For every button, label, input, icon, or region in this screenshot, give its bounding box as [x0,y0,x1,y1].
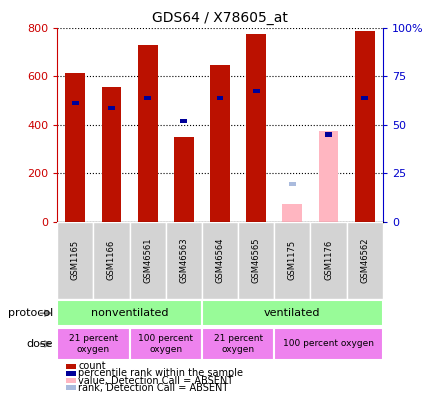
Bar [361,96,368,100]
Text: GSM1176: GSM1176 [324,240,333,280]
Bar [93,222,129,299]
Bar [57,222,93,299]
Text: 100 percent oxygen: 100 percent oxygen [283,339,374,348]
Bar [138,45,158,222]
Bar [210,65,230,222]
Text: percentile rank within the sample: percentile rank within the sample [78,368,243,379]
Text: dose: dose [26,339,53,349]
Bar [72,101,79,105]
Bar [246,34,266,222]
Text: GSM46561: GSM46561 [143,238,152,283]
Text: count: count [78,361,106,371]
Text: GSM1175: GSM1175 [288,240,297,280]
Text: rank, Detection Call = ABSENT: rank, Detection Call = ABSENT [78,383,228,393]
Title: GDS64 / X78605_at: GDS64 / X78605_at [152,11,288,25]
Bar [202,328,274,360]
Bar [319,131,338,222]
Text: 21 percent
oxygen: 21 percent oxygen [213,334,263,354]
Bar [102,87,121,222]
Bar [66,73,85,222]
Text: GSM1165: GSM1165 [71,240,80,280]
Text: nonventilated: nonventilated [91,308,169,318]
Text: 100 percent
oxygen: 100 percent oxygen [138,334,193,354]
Text: GSM46564: GSM46564 [216,238,224,283]
Bar [202,300,383,326]
Text: GSM46563: GSM46563 [180,238,188,283]
Bar [347,222,383,299]
Bar [274,222,311,299]
Bar [144,96,151,100]
Text: GSM46562: GSM46562 [360,238,369,283]
Bar [129,222,166,299]
Bar [129,328,202,360]
Bar [274,328,383,360]
Bar [325,132,332,137]
Bar [282,204,302,222]
Bar [289,182,296,187]
Text: ventilated: ventilated [264,308,321,318]
Bar [166,222,202,299]
Bar [174,137,194,222]
Text: GSM1166: GSM1166 [107,240,116,280]
Text: 21 percent
oxygen: 21 percent oxygen [69,334,118,354]
Bar [202,222,238,299]
Bar [311,222,347,299]
Bar [238,222,274,299]
Bar [66,378,76,383]
Bar [108,106,115,110]
Bar [355,31,375,222]
Text: protocol: protocol [7,308,53,318]
Bar [180,119,187,123]
Text: value, Detection Call = ABSENT: value, Detection Call = ABSENT [78,375,234,386]
Bar [66,371,76,376]
Text: GSM46565: GSM46565 [252,238,260,283]
Bar [66,385,76,390]
Bar [216,96,224,100]
Bar [66,364,76,369]
Bar [57,300,202,326]
Bar [57,328,129,360]
Bar [253,89,260,93]
